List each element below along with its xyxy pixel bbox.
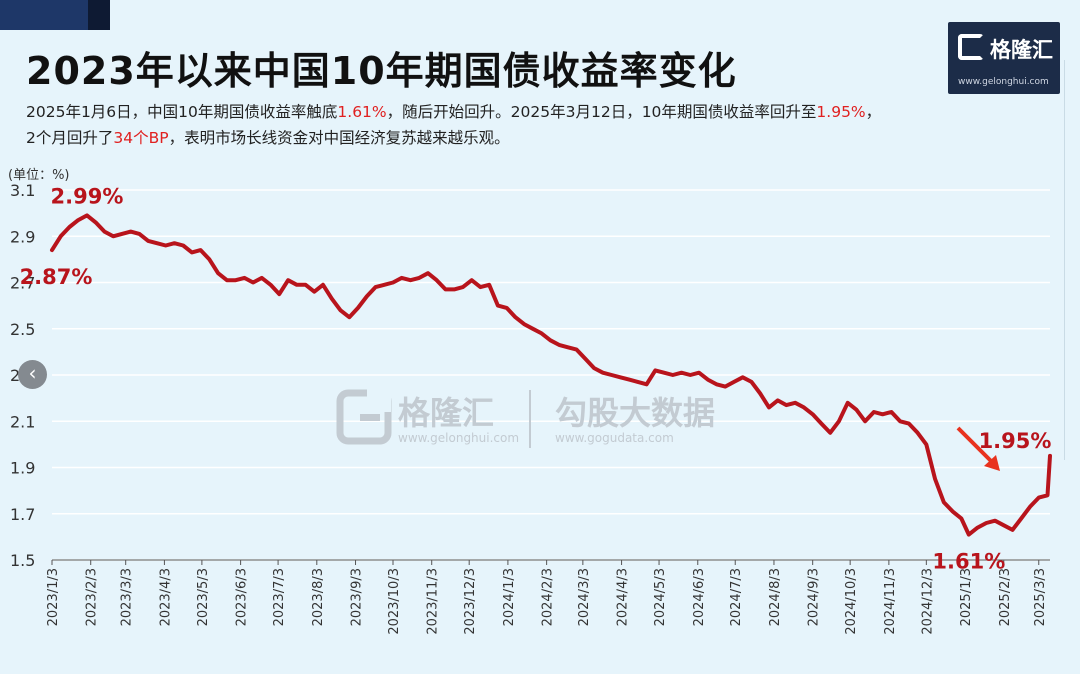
highlight-value: 1.61% [337, 103, 387, 121]
x-tick-label: 2024/9/3 [807, 568, 822, 626]
x-tick-label: 2023/12/3 [463, 568, 478, 635]
y-tick-label: 1.5 [10, 551, 35, 570]
x-tick-label: 2023/10/3 [387, 568, 402, 635]
x-tick-label: 2025/1/3 [959, 568, 974, 626]
x-tick-label: 2024/2/3 [541, 568, 556, 626]
x-tick-label: 2024/3/3 [577, 568, 592, 626]
brand-g-icon [958, 34, 984, 60]
description-text: ，随后开始回升。2025年3月12日，10年期国债收益率回升至 [386, 103, 817, 121]
peak-annotation: 2.99% [51, 184, 124, 208]
x-tick-label: 2024/4/3 [616, 568, 631, 626]
description-line-1: 2025年1月6日，中国10年期国债收益率触底1.61%，随后开始回升。2025… [26, 100, 881, 122]
watermark-url-1: www.gelonghui.com [398, 431, 519, 445]
watermark-brand-1: 格隆汇 [398, 394, 494, 432]
top-accent-bar [0, 0, 88, 30]
peak-annotation: 1.61% [932, 550, 1005, 574]
rebound-arrow-icon [956, 426, 994, 464]
x-tick-label: 2023/11/3 [426, 568, 441, 635]
y-tick-label: 1.9 [10, 459, 35, 478]
chart-title: 2023年以来中国10年期国债收益率变化 [26, 49, 737, 93]
x-tick-label: 2025/2/3 [998, 568, 1013, 626]
y-tick-label: 2.9 [10, 227, 35, 246]
yield-line [50, 213, 1052, 537]
arrow-head-icon [984, 455, 1000, 471]
x-tick-label: 2023/5/3 [196, 568, 211, 626]
x-tick-label: 2024/7/3 [729, 568, 744, 626]
peak-annotation: 1.95% [979, 429, 1052, 453]
peak-annotation: 2.87% [20, 265, 93, 289]
brand-logo-name: 格隆汇 [990, 38, 1053, 62]
watermark-logo-icon [336, 387, 392, 445]
y-tick-label: 1.7 [10, 505, 35, 524]
unit-label: (单位：%) [8, 168, 70, 183]
highlight-value: 34个BP [113, 129, 169, 147]
x-tick-label: 2023/3/3 [120, 568, 135, 626]
watermark-brand-2: 勾股大数据 [555, 394, 715, 432]
x-tick-label: 2023/1/3 [46, 568, 61, 626]
y-tick-label: 2.5 [10, 320, 35, 339]
x-tick-label: 2023/2/3 [85, 568, 100, 626]
description-line-2: 2个月回升了34个BP，表明市场长线资金对中国经济复苏越来越乐观。 [26, 126, 510, 148]
x-tick-label: 2023/8/3 [311, 568, 326, 626]
x-tick-label: 2023/7/3 [272, 568, 287, 626]
watermark-url-2: www.gogudata.com [555, 431, 674, 445]
y-tick-label: 2.7 [10, 274, 35, 293]
description-text: 2个月回升了 [26, 129, 114, 147]
x-tick-label: 2024/12/3 [920, 568, 935, 635]
description-text: 2025年1月6日，中国10年期国债收益率触底 [26, 103, 338, 121]
top-accent-bar-dark [88, 0, 110, 30]
x-tick-label: 2024/8/3 [768, 568, 783, 626]
x-tick-label: 2024/1/3 [502, 568, 517, 626]
y-tick-label: 2 [10, 366, 20, 385]
description-text: ， [865, 103, 882, 121]
brand-logo: 格隆汇 www.gelonghui.com [948, 22, 1060, 94]
right-edge-strip [1064, 60, 1080, 460]
x-tick-label: 2025/3/3 [1033, 568, 1048, 626]
x-tick-label: 2023/4/3 [158, 568, 173, 626]
x-tick-label: 2023/9/3 [350, 568, 365, 626]
chevron-left-icon[interactable]: ‹ [18, 360, 47, 389]
x-tick-label: 2024/6/3 [692, 568, 707, 626]
x-tick-label: 2024/11/3 [883, 568, 898, 635]
description-text: ，表明市场长线资金对中国经济复苏越来越乐观。 [168, 129, 510, 147]
highlight-value: 1.95% [816, 103, 866, 121]
brand-logo-url: www.gelonghui.com [958, 77, 1049, 87]
x-tick-label: 2024/5/3 [653, 568, 668, 626]
x-tick-label: 2024/10/3 [844, 568, 859, 635]
y-tick-label: 3.1 [10, 181, 35, 200]
x-tick-label: 2023/6/3 [235, 568, 250, 626]
watermark: 格隆汇 www.gelonghui.com 勾股大数据 www.gogudata… [336, 387, 715, 448]
y-tick-label: 2.1 [10, 412, 35, 431]
